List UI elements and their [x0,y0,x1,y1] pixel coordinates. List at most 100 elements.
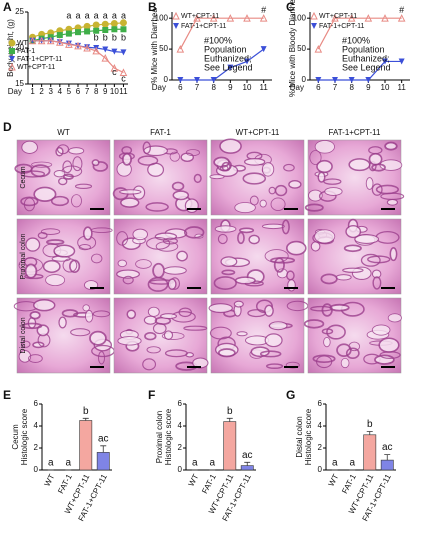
crypt [172,190,190,201]
crypt [314,229,336,244]
crypt [92,310,111,318]
column-label: FAT-1 [150,128,171,137]
marker [227,64,234,71]
crypt [329,303,350,312]
crypt [316,159,333,174]
x-tick-label: WT [327,473,341,488]
y-axis-label: % Mice with Bloody Diarrhea [288,0,297,97]
histology-image [303,297,402,374]
marker [93,27,100,34]
crypt [345,224,362,239]
annotation: a [94,11,99,21]
crypt [121,152,133,166]
crypt [261,162,275,177]
marker [311,23,317,29]
panel-label: F [148,388,155,402]
crypt [72,156,83,172]
marker [260,46,267,53]
x-tick-label: 5 [67,87,72,96]
crypt [53,170,66,178]
crypt [208,303,233,314]
crypt [317,171,326,183]
marker [209,14,218,22]
row-label: Proximal colon [20,233,27,279]
group-letter: a [332,458,338,469]
crypt [242,172,267,185]
annotation: b [121,32,126,42]
crypt [183,325,208,331]
histology-image [307,218,402,295]
y-tick-label: 25 [15,7,24,16]
crypt [183,226,205,239]
x-tick-label: 7 [195,83,200,92]
x-tick-label: 1 [30,87,35,96]
group-letter: ac [382,442,393,453]
annotation: a [75,11,80,21]
marker [110,20,118,28]
x-tick-label: 9 [366,83,371,92]
panel-label: D [3,120,12,134]
crypt [217,233,228,245]
x-tick-label: 11 [398,83,407,92]
crypt [53,244,76,258]
crypt [303,319,325,329]
crypt [155,241,179,252]
group-letter: a [192,458,198,469]
crypt [264,304,274,317]
column-label: WT+CPT-11 [236,128,280,137]
crypt [247,309,267,318]
crypt [169,151,181,162]
marker [194,77,200,83]
marker [120,26,127,33]
crypt [326,324,346,340]
crypt [82,304,90,312]
x-tick-label: 8 [349,83,354,92]
histology-image [112,139,208,216]
crypt [378,337,400,353]
crypt [372,276,382,290]
marker [172,11,180,20]
marker [120,49,127,56]
y-tick-label: 100 [155,13,169,22]
crypt [132,228,149,241]
x-tick-label: 7 [333,83,338,92]
marker [56,38,64,46]
x-tick-label: 10 [110,87,119,96]
note: Population [342,44,385,54]
histology-image [13,297,115,374]
marker [397,14,406,22]
crypt [184,198,199,214]
y-tick-label: 0 [302,75,307,84]
crypt [23,197,36,212]
note: See Legend [204,62,253,72]
row-label: Distal colon [20,317,27,353]
crypt [163,266,187,275]
crypt [85,309,94,323]
y-tick-label: 6 [318,399,323,408]
crypt [61,309,79,318]
annotation: c [121,73,126,83]
column-label: FAT-1+CPT-11 [329,128,381,137]
crypt [304,203,324,212]
annotation: # [261,5,266,15]
note: Population [204,44,247,54]
histology-image [210,218,307,295]
crypt [89,330,107,346]
legend-label: WT [17,40,29,47]
column-label: WT [57,128,70,137]
crypt [384,141,398,151]
series-line [179,17,264,50]
marker [332,77,338,83]
marker [314,44,323,53]
marker [84,28,91,35]
group-letter: ac [98,433,109,444]
marker [259,14,268,22]
group-letter: b [83,406,89,417]
marker [9,48,15,54]
crypt [214,225,237,233]
crypt [142,358,157,371]
marker [37,36,46,45]
y-tick-label: 15 [15,79,24,88]
legend-label: FAT-1 [17,48,35,55]
crypt [264,333,283,348]
